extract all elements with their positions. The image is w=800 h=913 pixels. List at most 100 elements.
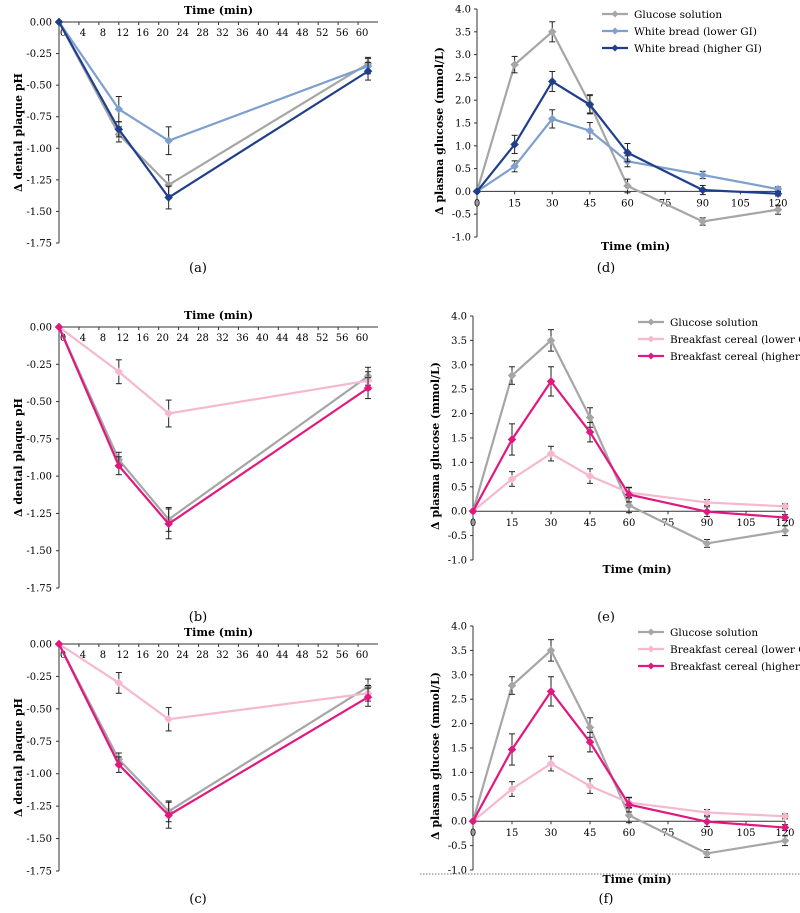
x-tick-label: 52	[316, 28, 329, 39]
data-point	[698, 170, 708, 180]
x-tick-label: 36	[236, 650, 249, 661]
legend-label: Breakfast cereal (higher GI)	[670, 661, 800, 673]
data-point	[114, 124, 124, 134]
y-tick-label: -1.00	[26, 472, 52, 483]
x-tick-label: 120	[768, 198, 787, 209]
data-point	[114, 104, 124, 114]
data-point	[780, 526, 790, 536]
legend-marker	[647, 318, 655, 326]
x-tick-label: 60	[356, 650, 369, 661]
series-3	[468, 676, 790, 832]
y-tick-label: -0.50	[26, 704, 52, 715]
data-point	[702, 539, 712, 548]
data-point	[54, 639, 64, 649]
data-point	[510, 140, 519, 149]
y-tick-label: -1.50	[26, 834, 52, 845]
data-point	[547, 114, 557, 124]
data-point	[164, 409, 174, 418]
x-tick-label: 12	[116, 333, 129, 344]
y-tick-label: 1.0	[451, 458, 467, 469]
data-point	[507, 745, 517, 754]
chart-panel-2: 0.00-0.25-0.50-0.75-1.00-1.25-1.50-1.750…	[12, 309, 378, 625]
data-point	[507, 371, 517, 380]
x-tick-label: 12	[116, 28, 129, 39]
series-line	[58, 21, 369, 200]
x-tick-label: 0	[60, 28, 66, 39]
data-point	[585, 781, 595, 791]
panel-label: (b)	[189, 610, 207, 625]
y-tick-label: 4.0	[455, 5, 471, 16]
y-tick-label: -0.50	[26, 81, 52, 92]
x-tick-label: 36	[236, 333, 249, 344]
data-point	[546, 646, 556, 655]
series-3	[54, 639, 373, 829]
data-point	[363, 66, 373, 76]
y-tick-label: 1.0	[455, 141, 471, 152]
data-point	[780, 513, 790, 522]
data-point	[114, 367, 124, 377]
data-point	[164, 714, 174, 724]
y-tick-label: 0.0	[451, 817, 467, 828]
x-tick-label: 20	[156, 333, 169, 344]
x-tick-label: 90	[701, 518, 714, 529]
y-tick-label: -1.0	[452, 233, 471, 244]
y-tick-label: 2.0	[451, 719, 467, 730]
data-point	[507, 784, 517, 794]
y-tick-label: 4.0	[451, 622, 467, 633]
data-point	[510, 60, 519, 69]
y-tick-label: -1.25	[26, 802, 52, 813]
data-point	[698, 217, 708, 226]
y-tick-label: 3.0	[455, 50, 471, 61]
y-tick-label: 2.5	[451, 385, 467, 396]
y-tick-label: 0.0	[451, 507, 467, 518]
y-tick-label: -1.25	[26, 175, 52, 186]
y-tick-label: -0.5	[448, 841, 467, 852]
y-tick-label: -0.50	[26, 397, 52, 408]
data-point	[624, 490, 634, 499]
x-tick-label: 24	[176, 650, 189, 661]
series-3	[54, 322, 373, 540]
data-point	[585, 471, 595, 481]
data-point	[773, 189, 783, 199]
data-point	[702, 849, 712, 858]
data-point	[363, 692, 373, 702]
data-point	[624, 810, 634, 820]
y-tick-label: -0.75	[26, 434, 52, 445]
data-point	[54, 17, 64, 27]
data-point	[585, 126, 595, 136]
data-point	[363, 383, 373, 393]
y-tick-label: -1.0	[448, 556, 467, 567]
x-tick-label: 20	[156, 28, 169, 39]
x-tick-label: 44	[276, 650, 289, 661]
x-tick-label: 60	[356, 28, 369, 39]
x-tick-label: 60	[621, 198, 634, 209]
x-tick-label: 28	[196, 333, 209, 344]
series-line	[58, 326, 369, 415]
y-axis-title: Δ plasma glucose (mmol/L)	[429, 672, 442, 840]
y-axis-title: Δ dental plaque pH	[12, 698, 25, 817]
data-point	[507, 681, 517, 690]
y-tick-label: -1.00	[26, 769, 52, 780]
y-tick-label: -1.25	[26, 509, 52, 520]
panel-label: (e)	[597, 610, 615, 625]
legend-label: Breakfast cereal (higher GI)	[670, 351, 800, 363]
data-point	[546, 336, 556, 345]
y-tick-label: -1.50	[26, 546, 52, 557]
data-point	[507, 474, 517, 484]
x-tick-label: 32	[216, 28, 229, 39]
y-tick-label: 0.00	[30, 323, 52, 334]
data-point	[585, 100, 595, 110]
x-tick-label: 45	[584, 198, 597, 209]
legend-marker	[611, 10, 619, 18]
x-tick-label: 60	[623, 518, 636, 529]
data-point	[114, 461, 124, 471]
series-line	[57, 326, 369, 521]
y-axis-title: Δ dental plaque pH	[12, 73, 25, 192]
x-tick-label: 105	[731, 198, 750, 209]
legend-label: White bread (lower GI)	[634, 26, 757, 38]
series-line	[58, 643, 369, 813]
legend-marker	[611, 44, 619, 52]
data-point	[472, 187, 482, 196]
data-point	[164, 136, 174, 146]
